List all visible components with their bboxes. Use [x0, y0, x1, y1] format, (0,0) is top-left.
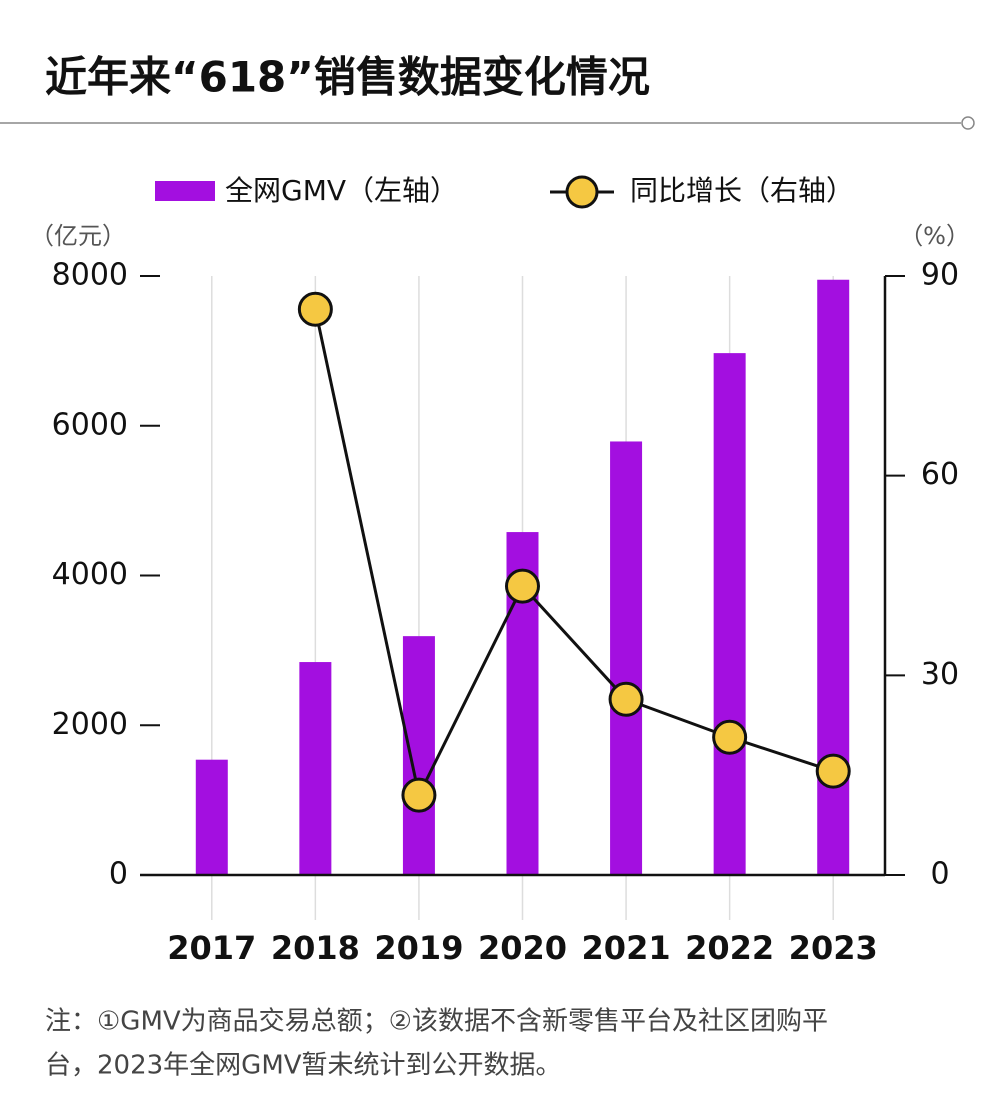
bar [402, 636, 435, 875]
title-rule-end [961, 116, 975, 130]
x-tick-label: 2018 [271, 929, 360, 967]
point [505, 568, 540, 604]
x-tick-label: 2023 [789, 929, 878, 967]
y-tick-label: 0 [109, 857, 128, 892]
legend-swatch [155, 181, 215, 201]
y2-unit: （%） [899, 222, 970, 250]
y-tick-label: 2000 [52, 707, 128, 742]
y2-tick-label: 60 [921, 457, 959, 492]
y2-tick-label: 0 [930, 857, 949, 892]
note: 注：①GMV为商品交易总额；②该数据不含新零售平台及社区团购平 [45, 1007, 828, 1037]
x-tick-label: 2020 [478, 929, 567, 967]
x-tick-label: 2021 [582, 929, 671, 967]
chart-title: 近年来“618”销售数据变化情况 [45, 53, 650, 102]
y-unit: （亿元） [30, 222, 126, 250]
line [313, 308, 834, 800]
point [815, 753, 851, 789]
bar [299, 662, 332, 875]
point [297, 291, 333, 327]
y-tick-label: 8000 [52, 258, 128, 293]
x-tick-label: 2022 [685, 929, 774, 967]
point [401, 777, 437, 813]
point [712, 719, 748, 755]
bar [713, 353, 746, 876]
bar [195, 759, 228, 875]
legend-swatch [565, 175, 599, 209]
legend-label: 同比增长（右轴） [630, 174, 854, 207]
y2-tick-label: 90 [921, 258, 959, 293]
y-tick-label: 4000 [52, 557, 128, 592]
y-tick-label: 6000 [52, 407, 128, 442]
x-tick-label: 2017 [167, 929, 256, 967]
x-tick-label: 2019 [374, 929, 463, 967]
y2-tick-label: 30 [921, 657, 959, 692]
bar [610, 441, 643, 875]
point [608, 681, 644, 717]
note: 台，2023年全网GMV暂未统计到公开数据。 [45, 1051, 562, 1081]
legend-label: 全网GMV（左轴） [225, 174, 458, 207]
